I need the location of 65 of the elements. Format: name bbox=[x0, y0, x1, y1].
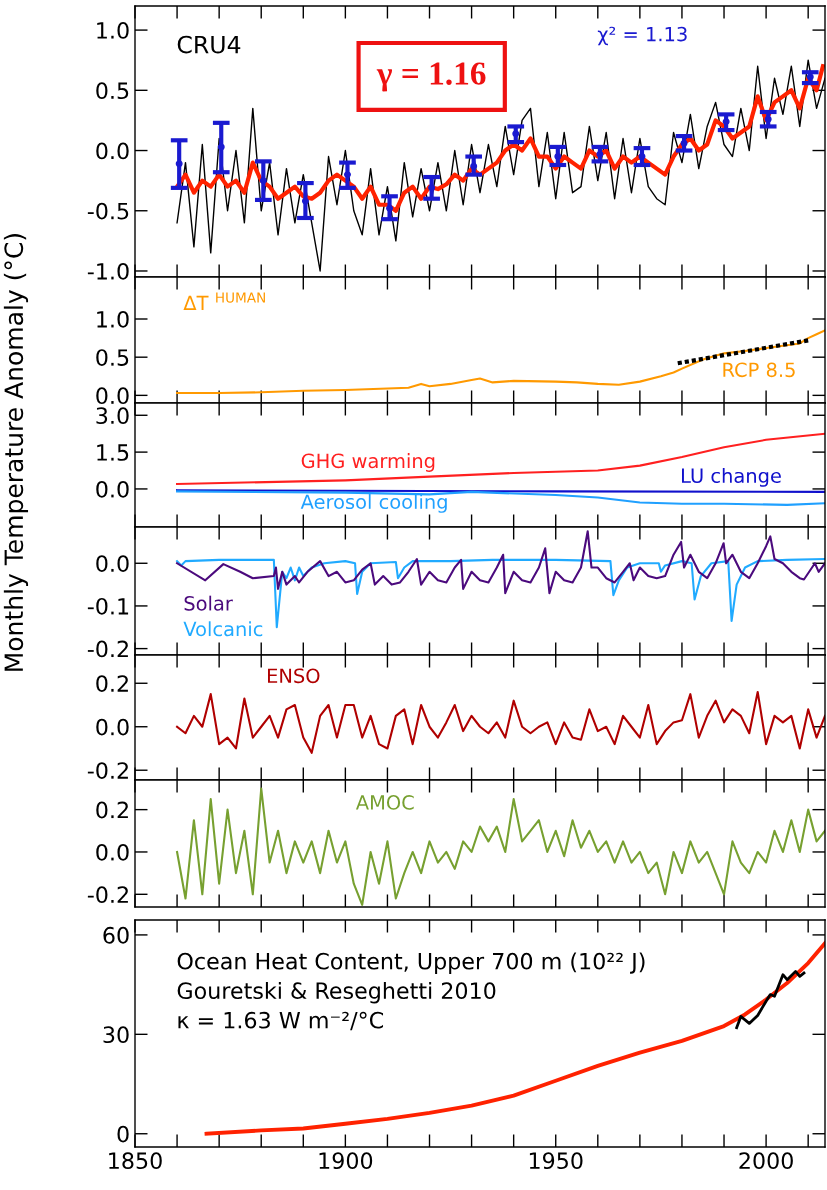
point bbox=[638, 153, 646, 161]
y-tick-label: 60 bbox=[103, 926, 129, 944]
x-tick-label: 1850 bbox=[109, 1152, 162, 1170]
y-tick-label: 0.5 bbox=[96, 349, 129, 366]
series-label: AMOC bbox=[355, 795, 414, 810]
line-series bbox=[176, 787, 825, 906]
point bbox=[680, 139, 688, 147]
annotation: RCP 8.5 bbox=[723, 362, 795, 378]
annotation: Ocean Heat Content, Upper 700 m (10²² J) bbox=[177, 952, 645, 974]
y-tick-label: -0.2 bbox=[87, 640, 128, 658]
line-series bbox=[176, 329, 825, 395]
line-series bbox=[176, 432, 825, 486]
series-label: Aerosol cooling bbox=[300, 494, 447, 513]
point bbox=[175, 160, 183, 168]
x-tick-label: 1900 bbox=[319, 1152, 373, 1170]
point bbox=[259, 177, 267, 185]
point bbox=[764, 115, 772, 123]
y-tick-label: 3.0 bbox=[96, 407, 129, 425]
point bbox=[554, 153, 562, 161]
x-tick-label: 1950 bbox=[529, 1152, 583, 1170]
annotation: χ² = 1.13 bbox=[597, 26, 687, 46]
y-tick-label: -0.5 bbox=[87, 202, 129, 220]
y-tick-label: 0 bbox=[117, 1125, 129, 1143]
y-tick-label: 0.0 bbox=[96, 555, 129, 573]
annotation: Gouretski & Reseghetti 2010 bbox=[177, 981, 496, 1004]
line-series bbox=[176, 690, 825, 754]
line-series bbox=[176, 530, 825, 595]
point bbox=[722, 118, 730, 126]
point bbox=[470, 162, 478, 170]
y-tick-label: 0.2 bbox=[96, 801, 128, 819]
y-tick-label: 0.2 bbox=[96, 675, 128, 693]
line-series bbox=[174, 64, 825, 213]
point bbox=[428, 184, 436, 192]
y-tick-label: 30 bbox=[103, 1026, 129, 1044]
y-tick-label: -0.2 bbox=[87, 762, 128, 779]
y-tick-label: -0.2 bbox=[87, 886, 128, 904]
y-tick-label: 0.0 bbox=[96, 843, 129, 861]
y-tick-label: 1.5 bbox=[97, 444, 129, 461]
annotation: ΔT $^{HUMAN}$ bbox=[183, 292, 265, 310]
series-label: GHG warming bbox=[301, 453, 435, 472]
series-label: LU change bbox=[682, 467, 781, 487]
point bbox=[301, 197, 309, 205]
y-tick-label: 1.0 bbox=[97, 310, 129, 328]
y-tick-label: 1.0 bbox=[97, 22, 129, 39]
annotation: CRU4 bbox=[177, 35, 241, 54]
series-label: ENSO bbox=[268, 668, 320, 684]
y-tick-label: 0.0 bbox=[96, 387, 129, 405]
y-tick-label: 0.0 bbox=[96, 142, 129, 160]
annotation: γ = 1.16 bbox=[376, 62, 486, 92]
point bbox=[386, 204, 394, 212]
annotation: κ = 1.63 W m⁻²/°C bbox=[178, 1011, 384, 1031]
x-tick-label: 2000 bbox=[739, 1152, 793, 1170]
series-label: Solar bbox=[184, 595, 233, 611]
y-tick-label: 0.0 bbox=[96, 480, 129, 498]
y-tick-label: 0.5 bbox=[96, 82, 129, 100]
y-tick-label: 0.0 bbox=[96, 718, 129, 736]
y-axis-title: Monthly Temperature Anomaly (°C) bbox=[3, 234, 29, 671]
point bbox=[343, 171, 351, 179]
y-tick-label: -1.0 bbox=[87, 262, 129, 280]
point bbox=[512, 130, 520, 138]
point bbox=[596, 150, 604, 158]
y-tick-label: -0.1 bbox=[87, 597, 129, 615]
line-series bbox=[735, 969, 806, 1030]
series-label: Volcanic bbox=[183, 621, 263, 637]
point bbox=[217, 143, 225, 151]
